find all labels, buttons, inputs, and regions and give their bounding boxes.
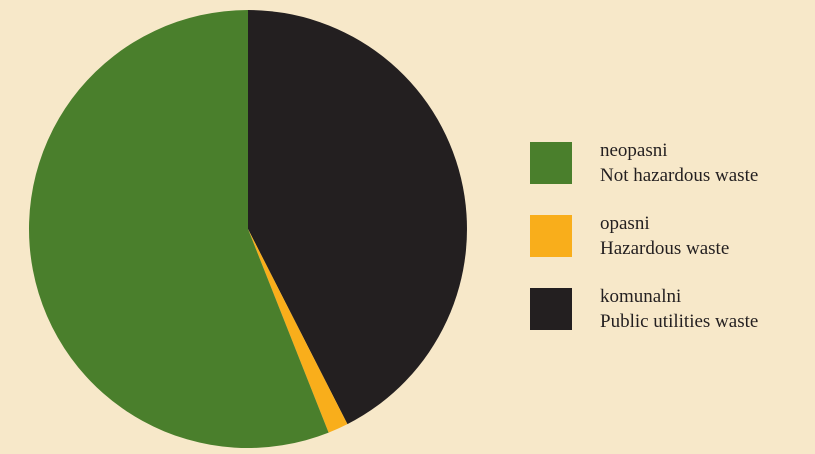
legend-item-neopasni: neopasni Not hazardous waste	[530, 133, 810, 193]
pie-slice-komunalni	[248, 10, 467, 425]
legend-label-opasni: opasni	[600, 213, 650, 234]
legend-item-opasni: opasni Hazardous waste	[530, 206, 810, 266]
legend-label-komunalni: komunalni	[600, 286, 682, 307]
pie-slice-opasni	[248, 229, 348, 433]
legend-swatch-neopasni	[530, 142, 572, 184]
legend-label-en-opasni: Hazardous waste	[600, 238, 730, 259]
legend-label-en-komunalni: Public utilities waste	[600, 311, 759, 332]
legend-swatch-komunalni	[530, 288, 572, 330]
pie-slices	[28, 10, 467, 449]
legend-labels-neopasni: neopasni Not hazardous waste	[600, 138, 758, 188]
pie-slice-neopasni	[28, 10, 329, 449]
legend-swatch-opasni	[530, 215, 572, 257]
legend-labels-komunalni: komunalni Public utilities waste	[600, 284, 758, 334]
legend-labels-opasni: opasni Hazardous waste	[600, 211, 729, 261]
legend-label-en-neopasni: Not hazardous waste	[600, 165, 759, 186]
legend: neopasni Not hazardous waste opasni Haza…	[530, 133, 810, 352]
legend-label-neopasni: neopasni	[600, 140, 668, 161]
legend-item-komunalni: komunalni Public utilities waste	[530, 279, 810, 339]
